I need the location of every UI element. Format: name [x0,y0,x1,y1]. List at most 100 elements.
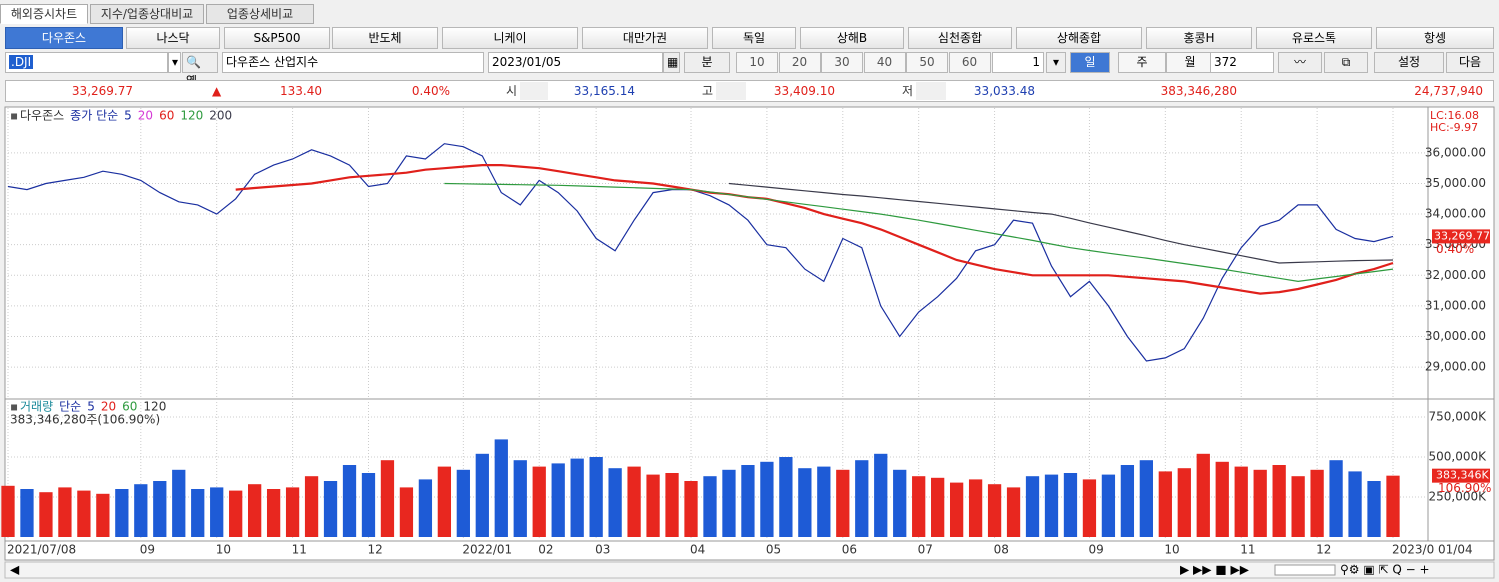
volume-bar [855,460,869,537]
y-tick-label: 36,000.00 [1425,145,1486,159]
chart-style-button[interactable]: 〰 [1278,52,1322,73]
minute-button[interactable]: 60 [948,52,991,73]
volume-bar [210,487,224,537]
volume-bar [741,465,755,537]
volume-bar [949,482,964,537]
next-button[interactable]: 다음 [1446,52,1494,73]
y-tick-label: 34,000.00 [1425,207,1486,221]
volume-bar [1329,460,1343,537]
volume-bar [437,466,452,537]
tab[interactable]: 업종상세비교 [206,4,314,24]
count-select[interactable]: 1 [992,52,1044,73]
index-button[interactable]: 상해종합 [1016,27,1142,49]
volume-bar [874,453,888,537]
volume-bar [760,461,774,537]
x-tick-label: 11 [1240,543,1255,557]
ma-line [444,182,1394,283]
code-input[interactable]: .DJI [5,52,168,73]
legend-item: 5 [87,400,95,414]
quote-value: 24,737,940 [1414,84,1483,98]
last-volume-change: 106.90% [1438,481,1491,495]
price-line [7,143,1394,362]
dropdown[interactable]: ▾ [1046,52,1066,73]
volume-bar [399,487,414,537]
index-button[interactable]: 항셍 [1376,27,1494,49]
bar-count[interactable]: 372 [1210,52,1274,73]
volume-bar [77,490,91,537]
minute-button[interactable]: 10 [736,52,778,73]
index-button[interactable]: 대만가권 [582,27,708,49]
volume-bar [608,468,622,537]
dropdown[interactable]: ▾ [168,52,181,73]
volume-bar [39,492,53,537]
scroll-thumb[interactable] [1274,564,1336,576]
index-button[interactable]: 다우존스 [5,27,123,49]
period-button[interactable]: 일 [1070,52,1110,73]
x-tick-label: 06 [842,543,857,557]
quote-gap [916,82,946,100]
zoom-controls[interactable]: ⚲⚙ ▣ ⇱ Q − + [1340,563,1430,577]
legend-item: 60 [159,109,174,123]
index-button[interactable]: 심천종합 [908,27,1012,49]
ma-line [728,182,1394,264]
last-change-label: 0.40% [1436,242,1474,256]
volume-bar [570,458,584,537]
index-button[interactable]: 유로스톡 [1256,27,1372,49]
period-button[interactable]: 월 [1166,52,1214,73]
minute-button[interactable]: 20 [778,52,821,73]
x-tick-label: 07 [918,543,933,557]
tab[interactable]: 지수/업종상대비교 [90,4,204,24]
x-tick-label: 10 [1164,543,1179,557]
last-price-tag [1432,229,1490,244]
volume-bar [1253,469,1267,537]
volume-bar [342,465,357,537]
scrollbar[interactable] [4,561,1495,579]
period-button[interactable]: 주 [1118,52,1166,73]
index-button[interactable]: 독일 [712,27,796,49]
volume-bar [987,484,1002,537]
volume-bar [931,477,945,537]
index-button[interactable]: S&P500 [224,27,330,49]
y-tick-label: 30,000.00 [1425,329,1486,343]
unit-button[interactable]: 분 [684,52,730,73]
index-button[interactable]: 상해B [800,27,904,49]
volume-bar [96,493,110,537]
settings-button[interactable]: 설정 [1374,52,1444,73]
volume-bar [229,490,243,537]
quote-value: 383,346,280 [1160,84,1237,98]
volume-bar [665,473,679,537]
volume-bar [968,479,983,537]
index-button[interactable]: 반도체 [332,27,438,49]
scroll-controls[interactable]: ▶ ▶▶ ■ ▶▶ [1180,563,1250,577]
volume-bar [779,457,793,537]
volume-bar [20,489,34,537]
volume-bar [1120,465,1135,537]
volume-bar [1101,474,1116,537]
x-tick-label: 2023/0 [1392,543,1434,557]
legend-item: 20 [138,109,153,123]
calendar-button[interactable]: ▦ [663,52,680,73]
scroll-left[interactable]: ◀ [10,563,20,577]
tab[interactable]: 해외증시차트 [0,4,88,24]
search-button[interactable]: 🔍 옣 [182,52,218,88]
volume-bar [285,487,300,537]
volume-bar [1386,475,1400,537]
date-input[interactable]: 2023/01/05 [488,52,663,73]
index-button[interactable]: 니케이 [442,27,578,49]
volume-bar [248,484,262,537]
minute-button[interactable]: 40 [863,52,906,73]
chart-style-button[interactable]: ⧉ [1324,52,1368,73]
x-tick-label: 08 [994,543,1009,557]
x-tick-label: 11 [292,543,307,557]
minute-button[interactable]: 50 [906,52,948,73]
volume-bar [1234,466,1248,537]
volume-bar [551,463,565,537]
y-tick-label: 29,000.00 [1425,360,1486,374]
minute-button[interactable]: 30 [821,52,863,73]
index-button[interactable]: 홍콩H [1146,27,1252,49]
legend-item: 60 [122,400,137,414]
quote-gap [716,82,746,100]
right-note: HC:-9.97 [1430,121,1478,134]
index-button[interactable]: 나스닥 [126,27,220,49]
